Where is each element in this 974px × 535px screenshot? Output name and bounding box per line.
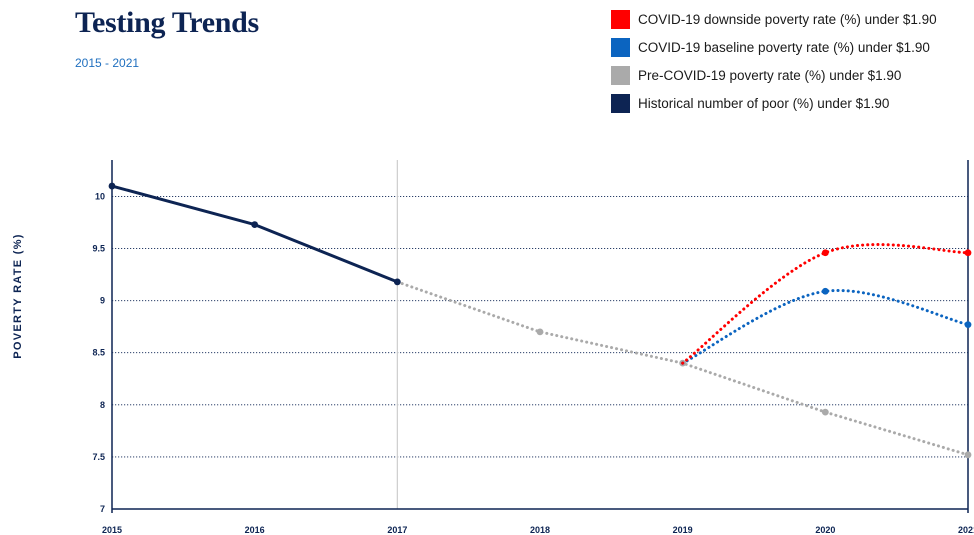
series-line-historical-number-of-poor-under-1-90	[110, 184, 399, 284]
legend: COVID-19 downside poverty rate (%) under…	[611, 9, 937, 121]
x-tick-label: 2019	[673, 525, 693, 535]
y-tick-label: 8.5	[92, 348, 105, 358]
data-point-historical-number-of-poor-under-1-90	[393, 278, 401, 286]
legend-swatch	[611, 65, 630, 85]
legend-label: Historical number of poor (%) under $1.9…	[638, 95, 890, 111]
data-point-covid-19-baseline-poverty-rate-under-1-90	[821, 287, 829, 295]
data-point-pre-covid-19-poverty-rate-under-1-90	[964, 451, 972, 459]
data-point-covid-19-downside-poverty-rate-under-1-90	[964, 249, 972, 257]
legend-swatch	[611, 93, 630, 113]
legend-item: COVID-19 baseline poverty rate (%) under…	[611, 37, 937, 57]
y-tick-label: 7.5	[92, 452, 105, 462]
chart-subtitle: 2015 - 2021	[75, 56, 140, 70]
legend-swatch	[611, 37, 630, 57]
y-tick-label: 8	[100, 400, 105, 410]
legend-label: COVID-19 baseline poverty rate (%) under…	[638, 39, 930, 55]
data-point-historical-number-of-poor-under-1-90	[108, 182, 116, 190]
data-point-pre-covid-19-poverty-rate-under-1-90	[821, 408, 829, 416]
legend-item: COVID-19 downside poverty rate (%) under…	[611, 9, 937, 29]
legend-label: COVID-19 downside poverty rate (%) under…	[638, 11, 937, 27]
legend-item: Pre-COVID-19 poverty rate (%) under $1.9…	[611, 65, 937, 85]
data-point-historical-number-of-poor-under-1-90	[251, 221, 259, 228]
x-tick-label: 2016	[245, 525, 265, 535]
x-tick-label: 2015	[102, 525, 122, 535]
x-tick-label: 2021	[958, 525, 974, 535]
x-tick-label: 2018	[530, 525, 550, 535]
chart-title: Testing Trends	[75, 6, 259, 39]
data-point-covid-19-baseline-poverty-rate-under-1-90	[964, 321, 972, 329]
series-line-covid-19-baseline-poverty-rate-under-1-90	[681, 288, 970, 365]
legend-label: Pre-COVID-19 poverty rate (%) under $1.9…	[638, 67, 902, 83]
y-tick-label: 9	[100, 296, 105, 306]
data-point-pre-covid-19-poverty-rate-under-1-90	[536, 328, 544, 336]
y-tick-label: 7	[100, 504, 105, 514]
y-tick-label: 9.5	[92, 244, 105, 254]
data-point-covid-19-downside-poverty-rate-under-1-90	[821, 249, 829, 257]
legend-item: Historical number of poor (%) under $1.9…	[611, 93, 937, 113]
series-line-covid-19-downside-poverty-rate-under-1-90	[681, 243, 970, 365]
x-tick-label: 2020	[815, 525, 835, 535]
x-tick-label: 2017	[387, 525, 407, 535]
legend-swatch	[611, 9, 630, 29]
y-tick-label: 10	[95, 191, 105, 201]
series-line-pre-covid-19-poverty-rate-under-1-90	[395, 280, 970, 457]
